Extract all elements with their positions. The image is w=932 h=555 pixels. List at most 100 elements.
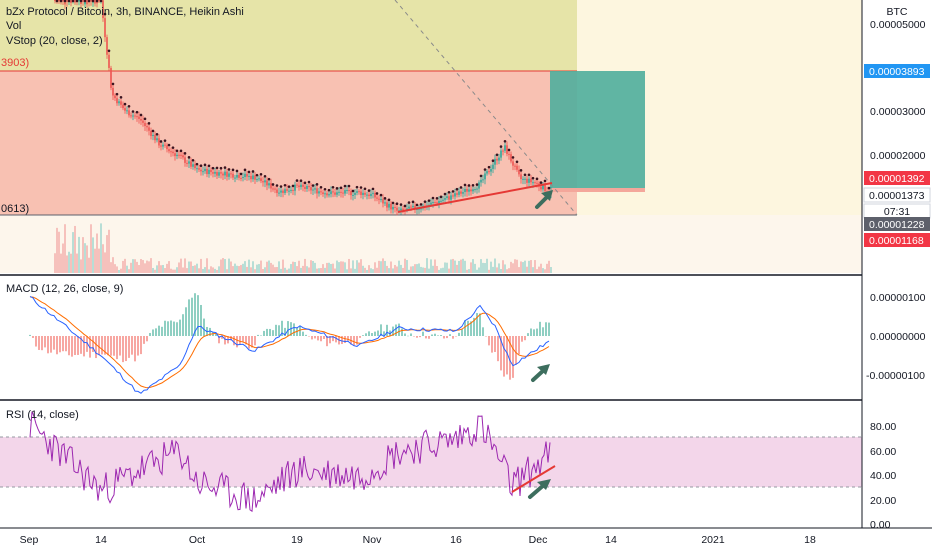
candle-body [344,190,346,194]
volume-bar [78,236,80,273]
volume-bar [540,263,542,273]
macd-bar [113,336,115,356]
volume-bar [494,258,496,273]
candle-body [292,189,294,191]
candle-body [386,202,388,208]
macd-bar [77,336,79,355]
candle-body [390,203,392,210]
dashed-trendline[interactable] [394,0,578,216]
macd-bar [257,334,259,336]
macd-bar [161,326,163,336]
candle-body [544,184,546,192]
rsi-trendline[interactable] [511,465,556,493]
candle-body [382,199,384,204]
candle-body [502,150,504,152]
vstop-dot [99,0,103,3]
vstop-dot [103,12,107,16]
macd-bar [272,330,274,336]
macd-bar [386,324,388,336]
vstop-dot [483,168,487,171]
vstop-dot [91,0,95,3]
volume-bar [168,261,170,273]
candle-body [522,178,524,180]
vstop-dots [55,0,551,208]
macd-bar [278,325,280,336]
macd-bar [488,336,490,346]
vstop-dot [455,187,459,191]
candle-body [368,194,370,197]
volume-bar [538,266,540,273]
volume-bar [312,260,314,273]
candle-body [86,0,88,5]
vstop-dot [331,185,335,189]
macd-bar [287,321,289,336]
volume-bar [530,260,532,273]
vstop-dot [459,186,463,189]
volume-bar [460,259,462,273]
macd-bar [368,331,370,336]
candle-body [226,171,228,177]
vstop-dot [203,163,207,167]
candle-body [234,177,236,179]
volume-bar [470,262,472,273]
volume-bar [182,267,184,273]
volume-bar [258,264,260,273]
volume-bar [126,265,128,273]
price-trendline[interactable] [397,182,553,213]
volume-bar [442,267,444,273]
vstop-dot [407,201,411,204]
candle-body [212,172,214,174]
volume-bar [362,265,364,273]
volume-bar [124,258,126,273]
candle-body [314,188,316,190]
macd-bar [221,336,223,339]
volume-bar [216,269,218,273]
volume-bar [426,258,428,273]
volume-bar [328,262,330,273]
macd-line [29,295,550,394]
macd-bar [41,336,43,351]
macd-bar [377,330,379,336]
macd-bar [365,333,367,336]
vstop-dot [283,183,287,187]
vstop-dot [179,149,183,153]
macd-bar [542,327,544,336]
volume-bar [548,260,550,273]
volume-bar [148,261,150,273]
macd-bar [230,336,232,341]
macd-bar [182,314,184,336]
macd-bar [71,336,73,357]
macd-signal-line [29,296,550,389]
volume-bar [454,260,456,273]
macd-bar [329,336,331,344]
time-scale[interactable]: Sep 14 Oct 19 Nov 16 Dec 14 2021 18 [20,534,816,546]
volume-bar [222,258,224,273]
macd-bar [476,313,478,336]
macd-bar [461,329,463,336]
volume-bar [480,259,482,273]
vstop-dot [155,132,159,136]
vstop-dot [263,175,267,178]
volume-bar [238,266,240,273]
candle-body [148,127,150,131]
macd-bar [407,335,409,337]
vstop-dot [159,140,163,143]
price-scale[interactable] [862,0,932,528]
vstop-dot [303,181,307,185]
macd-bar [539,321,541,336]
candle-body [516,165,518,170]
vstop-dot [175,149,179,153]
candle-body [336,192,338,195]
rsi-axis-0: 0.00 [870,519,891,531]
macd-bar [419,336,421,338]
volume-bar [282,259,284,273]
price-label-3: 0.00003000 [870,106,926,118]
macd-bar [356,336,358,345]
volume-bar [224,259,226,273]
vstop-dot [383,197,387,200]
macd-bar [449,334,451,336]
candle-body [236,174,238,178]
candle-body [432,202,434,204]
profit-zone[interactable] [550,71,645,188]
